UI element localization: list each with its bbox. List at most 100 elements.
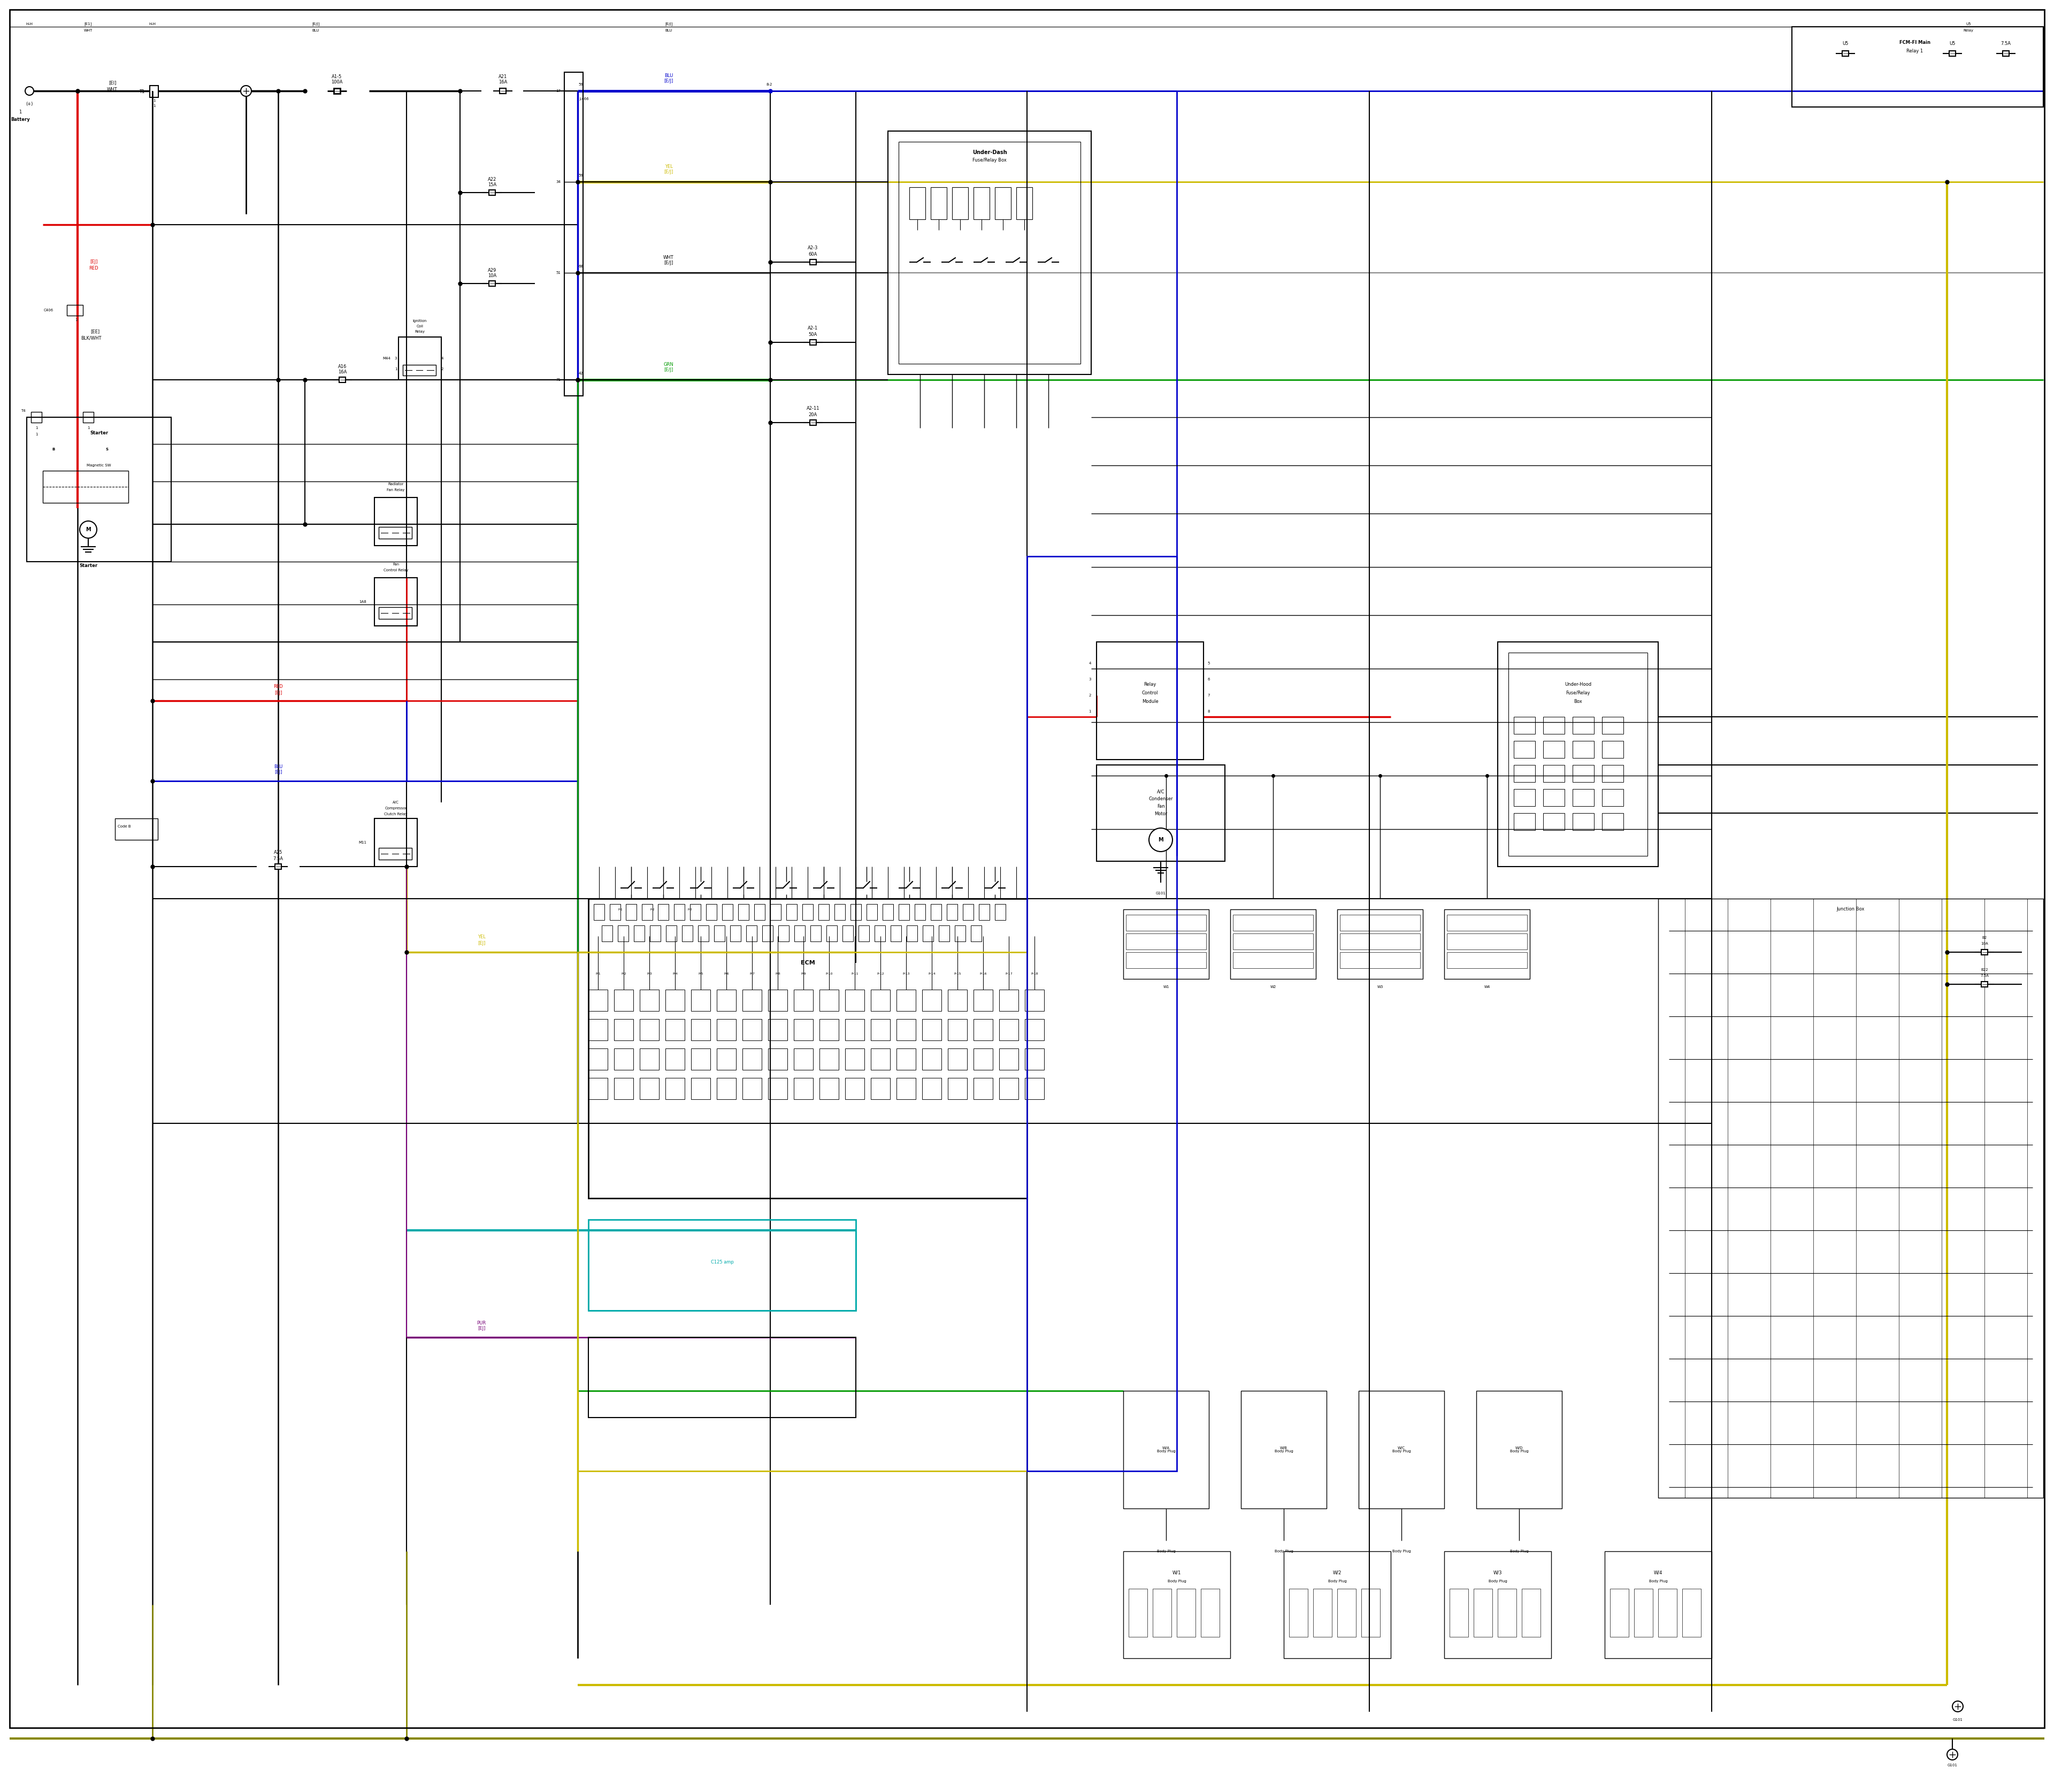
Text: Body Plug: Body Plug: [1167, 1579, 1185, 1582]
Text: 6: 6: [1208, 677, 1210, 681]
Text: Clutch Relay: Clutch Relay: [384, 812, 407, 815]
Bar: [378, 527, 413, 539]
Text: (+): (+): [27, 102, 33, 108]
Text: Body Plug: Body Plug: [1510, 1550, 1528, 1554]
Bar: [1358, 1391, 1444, 1509]
Bar: [1152, 1590, 1171, 1636]
Text: P-3: P-3: [688, 909, 692, 910]
Bar: [922, 1077, 941, 1098]
Text: Battery: Battery: [10, 118, 31, 122]
Text: 2: 2: [1089, 694, 1091, 697]
Bar: [793, 1048, 813, 1070]
Bar: [947, 1077, 967, 1098]
Text: 50A: 50A: [809, 332, 817, 337]
Bar: [1573, 765, 1594, 781]
Text: 59: 59: [579, 174, 583, 177]
Text: 10A: 10A: [487, 272, 497, 278]
Text: G101: G101: [1156, 892, 1167, 894]
Bar: [1339, 952, 1419, 968]
Text: A22: A22: [487, 177, 497, 181]
Bar: [729, 925, 741, 941]
Text: J-466: J-466: [579, 97, 589, 100]
Text: W/4: W/4: [1653, 1570, 1662, 1575]
Bar: [891, 925, 902, 941]
Bar: [867, 903, 877, 919]
Circle shape: [25, 86, 33, 95]
Text: Code B: Code B: [117, 824, 131, 828]
Text: U5: U5: [1949, 41, 1955, 47]
Bar: [1602, 765, 1623, 781]
Text: 7.5A: 7.5A: [2001, 41, 2011, 47]
Text: 2: 2: [442, 367, 444, 371]
Text: M: M: [1158, 837, 1163, 842]
Bar: [489, 281, 495, 287]
Bar: [587, 1220, 857, 1310]
Bar: [1124, 1552, 1230, 1658]
Bar: [809, 419, 815, 425]
Bar: [1522, 1590, 1540, 1636]
Bar: [587, 1020, 608, 1041]
Bar: [844, 1020, 865, 1041]
Text: Body Plug: Body Plug: [1273, 1550, 1294, 1554]
Bar: [768, 989, 787, 1011]
Text: Motor: Motor: [1154, 812, 1167, 817]
Text: U5: U5: [1966, 23, 1972, 25]
Bar: [1025, 1020, 1043, 1041]
Text: Compressor: Compressor: [384, 806, 407, 810]
Bar: [602, 925, 612, 941]
Bar: [737, 903, 750, 919]
Text: P-18: P-18: [1031, 973, 1037, 975]
Bar: [1543, 814, 1565, 830]
Bar: [930, 903, 941, 919]
Text: RED: RED: [88, 267, 99, 271]
Bar: [614, 1048, 633, 1070]
Bar: [639, 1020, 659, 1041]
Bar: [809, 340, 815, 346]
Bar: [1097, 642, 1204, 760]
Text: P-2: P-2: [620, 973, 626, 975]
Bar: [1450, 1590, 1469, 1636]
Bar: [770, 903, 781, 919]
Bar: [809, 260, 815, 265]
Bar: [649, 925, 661, 941]
Text: B22: B22: [1980, 968, 1988, 971]
Bar: [947, 1048, 967, 1070]
Bar: [974, 1048, 992, 1070]
Bar: [1290, 1590, 1308, 1636]
Text: 1: 1: [394, 367, 396, 371]
Text: Body Plug: Body Plug: [1393, 1550, 1411, 1554]
Bar: [1025, 989, 1043, 1011]
Bar: [820, 1020, 838, 1041]
Text: [EJ]: [EJ]: [479, 941, 485, 946]
Text: [E/J]: [E/J]: [312, 22, 320, 25]
Text: YEL: YEL: [477, 935, 485, 939]
Bar: [1313, 1590, 1331, 1636]
Bar: [1497, 642, 1658, 867]
Bar: [998, 1048, 1019, 1070]
Bar: [1982, 982, 1988, 987]
Text: 71: 71: [557, 378, 561, 382]
Bar: [1232, 914, 1313, 930]
Text: Relay 1: Relay 1: [1906, 48, 1923, 54]
Text: [E/J]: [E/J]: [663, 367, 674, 373]
Bar: [618, 925, 629, 941]
Bar: [499, 88, 505, 93]
Bar: [82, 412, 94, 423]
Bar: [374, 498, 417, 545]
Bar: [768, 1020, 787, 1041]
Text: Relay: Relay: [415, 330, 425, 333]
Bar: [1602, 788, 1623, 806]
Text: 17: 17: [557, 90, 561, 93]
Bar: [1124, 1391, 1210, 1509]
Text: W1: W1: [1163, 986, 1169, 989]
Text: U5: U5: [1842, 41, 1849, 47]
Text: 1: 1: [18, 109, 23, 115]
Circle shape: [1953, 1701, 1964, 1711]
Bar: [1027, 556, 1177, 1471]
Text: [E1]: [E1]: [84, 22, 92, 25]
Text: Fan: Fan: [392, 563, 398, 566]
Text: Module: Module: [1142, 699, 1158, 704]
Text: 15A: 15A: [487, 183, 497, 186]
Text: W/D
Body Plug: W/D Body Plug: [1510, 1446, 1528, 1453]
Bar: [922, 1020, 941, 1041]
